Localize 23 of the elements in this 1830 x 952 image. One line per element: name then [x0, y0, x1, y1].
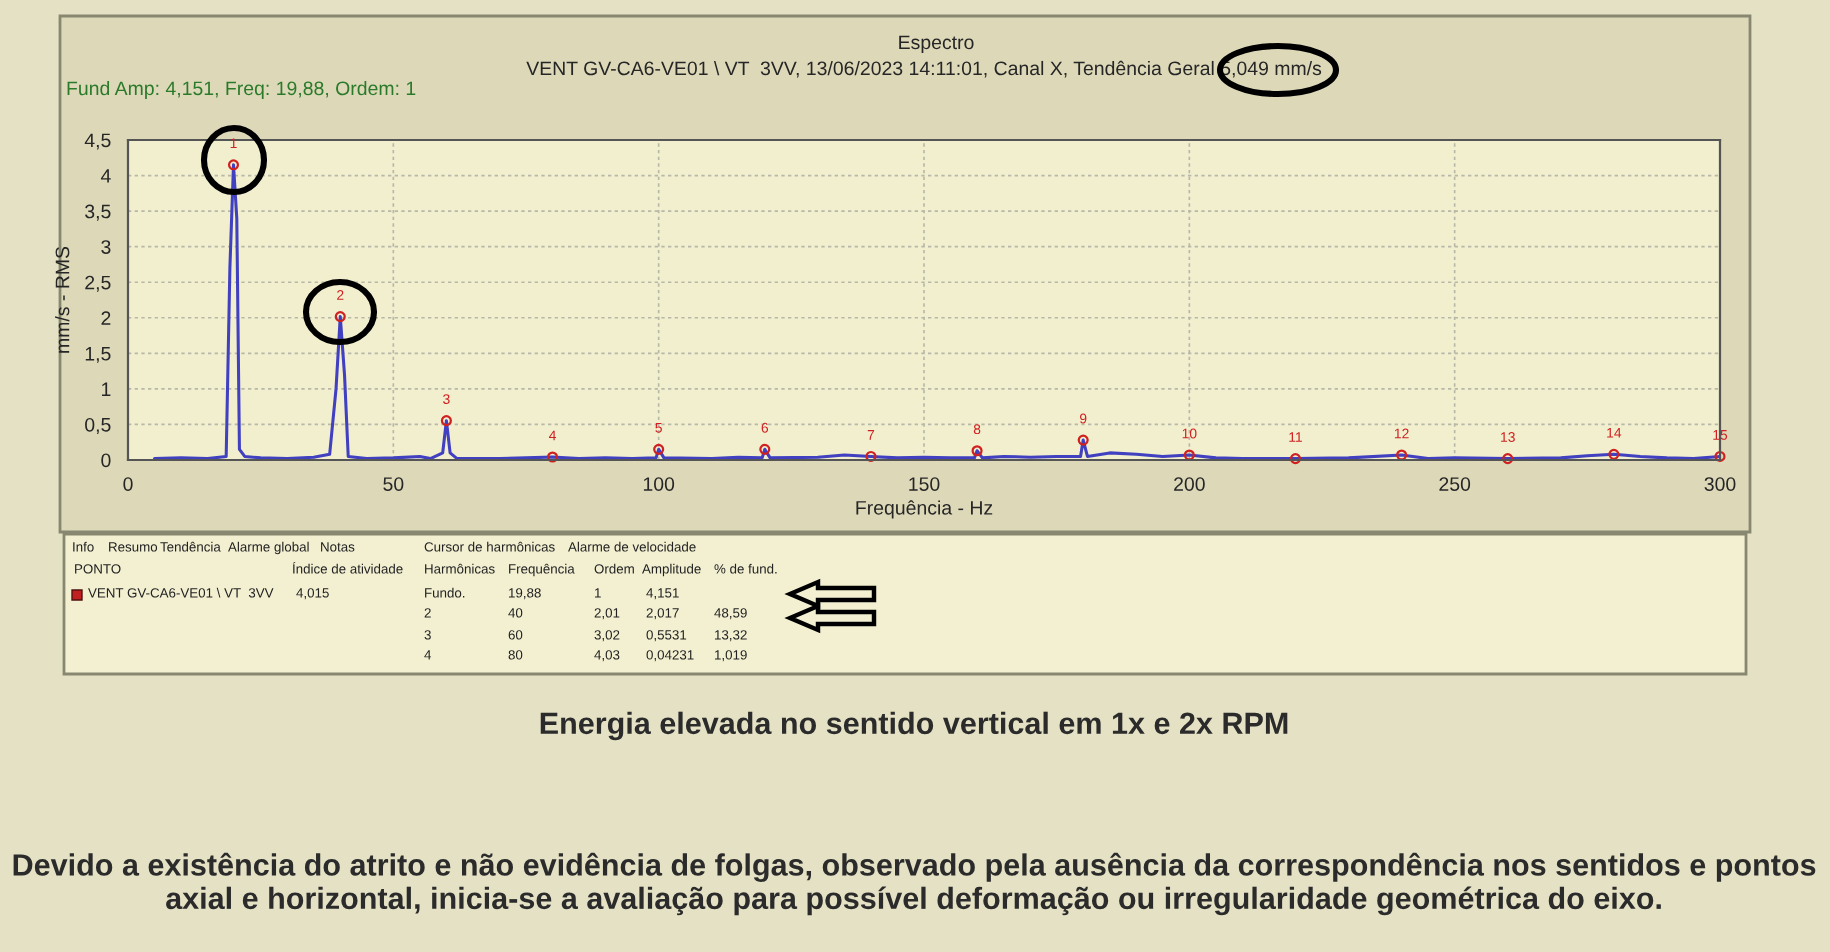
x-axis-title: Frequência - Hz: [856, 500, 993, 519]
x-tick-label: 250: [1439, 477, 1471, 491]
x-tick-label: 50: [383, 477, 404, 491]
y-tick-label: 3,5: [85, 204, 111, 221]
text: Fund Amp: 4,151, Freq: 19,88, Ordem: 1: [67, 80, 416, 100]
y-tick-label: 2: [101, 311, 111, 325]
y-axis-title: mm/s - RMS: [55, 246, 70, 353]
text: Energia elevada no sentido vertical em 1x e 2x RPM: [540, 711, 1288, 741]
y-tick-label: 1: [102, 382, 111, 396]
y-tick-label: 2,5: [85, 275, 111, 292]
y-tick-label: 0: [101, 453, 111, 468]
y-tick-label: 3: [101, 240, 111, 254]
text: Devido a existência do atrito e não evidência de folgas, observado pela ausência da correspondência nos sentidos e pontos axial e horizontal, inicia-se a avaliação para possível deformação ou irregularidade geométrica do eixo.: [13, 852, 1816, 916]
y-tick-label: 4: [100, 169, 111, 183]
x-tick-label: 0: [123, 477, 133, 491]
x-tick-label: 300: [1704, 477, 1736, 491]
chart-title: Espectro: [899, 35, 974, 54]
y-tick-label: 4,5: [84, 133, 111, 150]
y-tick-label: 1,5: [85, 347, 111, 363]
x-tick-label: 150: [909, 477, 940, 491]
x-tick-label: 200: [1174, 477, 1205, 491]
y-tick-label: 0,5: [85, 417, 111, 434]
x-tick-label: 100: [643, 477, 675, 491]
